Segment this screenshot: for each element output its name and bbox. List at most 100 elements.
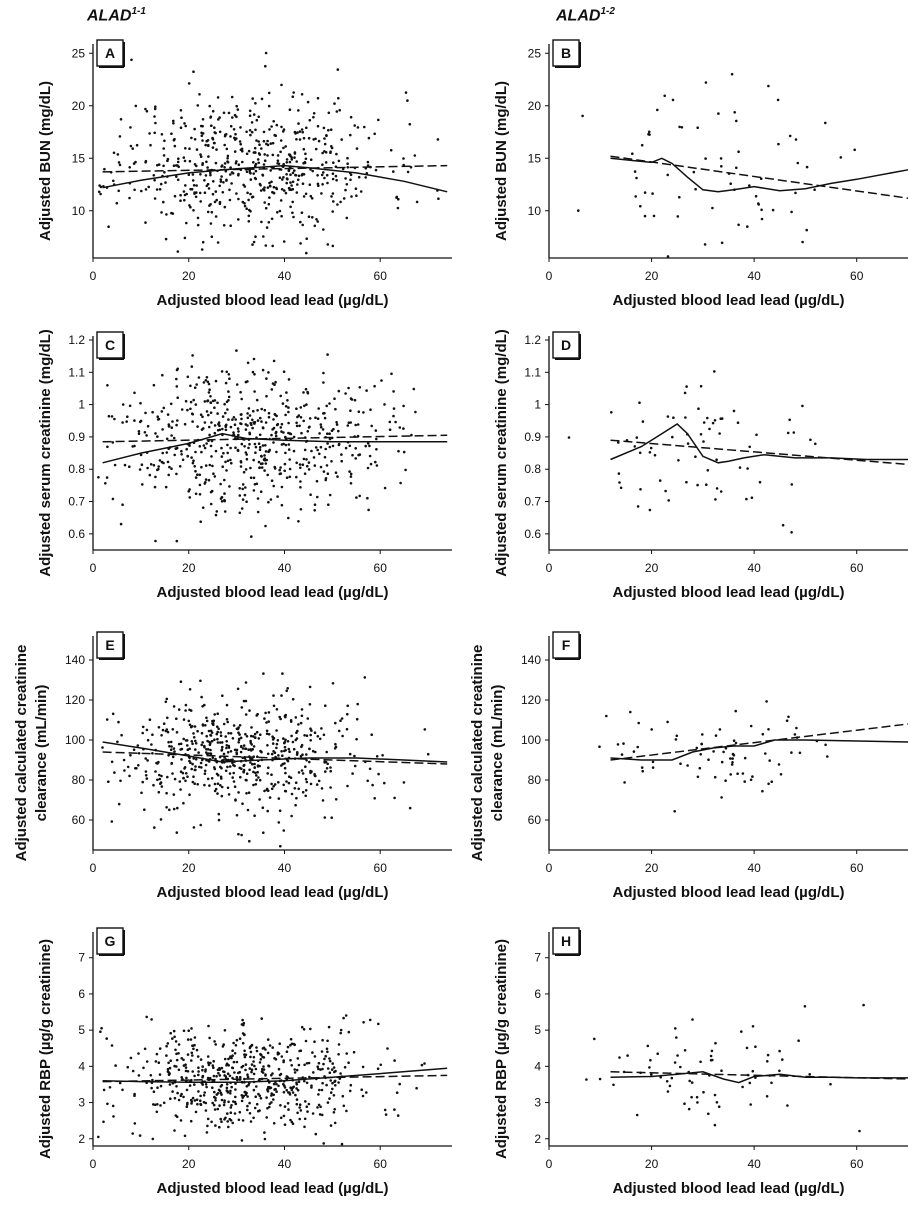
scatter-point — [226, 459, 230, 463]
scatter-point — [161, 728, 165, 732]
scatter-point — [384, 1113, 388, 1116]
scatter-point — [153, 178, 156, 182]
scatter-point — [242, 699, 246, 703]
scatter-point — [268, 448, 272, 452]
scatter-point — [249, 741, 253, 745]
scatter-point — [276, 159, 280, 162]
scatter-point — [167, 473, 170, 477]
scatter-point — [297, 723, 300, 726]
scatter-point — [317, 779, 321, 783]
y-tick-label: 20 — [72, 99, 86, 113]
scatter-point — [266, 154, 269, 157]
scatter-point — [215, 1075, 218, 1078]
scatter-point — [244, 380, 248, 384]
scatter-point — [229, 224, 232, 227]
scatter-point — [299, 242, 302, 245]
scatter-point — [184, 1066, 188, 1069]
scatter-point — [285, 1050, 289, 1053]
scatter-point — [196, 104, 200, 107]
scatter-point — [205, 376, 209, 379]
scatter-point — [235, 748, 239, 752]
scatter-point — [97, 1135, 100, 1139]
scatter-point — [249, 192, 252, 196]
scatter-point — [371, 783, 374, 787]
scatter-point — [262, 1046, 266, 1050]
scatter-point — [294, 716, 298, 719]
scatter-point — [276, 211, 279, 214]
scatter-point — [278, 209, 282, 213]
scatter-point — [286, 399, 289, 402]
scatter-point — [361, 1094, 365, 1098]
scatter-point — [764, 752, 767, 755]
scatter-point — [204, 1109, 208, 1112]
scatter-point — [335, 421, 338, 424]
scatter-point — [203, 400, 207, 403]
scatter-point — [225, 703, 229, 707]
scatter-point — [217, 818, 221, 822]
scatter-point — [324, 447, 328, 451]
scatter-point — [267, 371, 270, 374]
scatter-point — [663, 94, 666, 98]
scatter-point — [192, 736, 196, 739]
scatter-point — [146, 424, 150, 428]
scatter-point — [241, 1018, 244, 1022]
scatter-point — [213, 1040, 216, 1043]
x-tick-label: 40 — [278, 269, 292, 283]
scatter-point — [713, 370, 716, 373]
scatter-point — [243, 445, 246, 448]
scatter-point — [144, 411, 147, 415]
scatter-point — [306, 1110, 309, 1113]
scatter-point — [766, 1060, 769, 1063]
scatter-point — [240, 706, 244, 709]
scatter-point — [234, 418, 237, 421]
scatter-point — [307, 468, 311, 471]
scatter-point — [303, 1117, 307, 1121]
scatter-point — [346, 784, 349, 788]
scatter-point — [195, 184, 198, 187]
scatter-point — [629, 710, 632, 714]
scatter-point — [706, 469, 710, 472]
scatter-point — [353, 124, 357, 127]
scatter-point — [318, 1113, 322, 1116]
scatter-point — [232, 431, 235, 434]
scatter-point — [754, 1045, 757, 1048]
scatter-point — [731, 761, 734, 764]
scatter-point — [188, 444, 191, 447]
scatter-point — [248, 839, 251, 843]
scatter-point — [712, 750, 715, 753]
scatter-point — [275, 1090, 278, 1093]
scatter-point — [790, 531, 793, 534]
scatter-point — [313, 509, 317, 512]
scatter-point — [358, 494, 362, 498]
scatter-point — [383, 1108, 387, 1112]
scatter-point — [279, 426, 283, 429]
scatter-point — [156, 1103, 159, 1106]
scatter-point — [290, 792, 294, 796]
scatter-point — [290, 734, 293, 738]
scatter-point — [276, 422, 280, 426]
scatter-point — [250, 121, 254, 124]
scatter-point — [117, 802, 121, 806]
scatter-point — [188, 708, 191, 712]
scatter-point — [287, 1108, 290, 1111]
scatter-point — [236, 427, 240, 430]
scatter-point — [170, 745, 173, 748]
scatter-point — [619, 486, 623, 490]
scatter-point — [267, 411, 271, 415]
scatter-point — [265, 1116, 269, 1119]
scatter-point — [270, 479, 274, 482]
scatter-point — [173, 1096, 177, 1100]
scatter-point — [203, 179, 206, 182]
scatter-point — [144, 161, 147, 164]
scatter-point — [368, 444, 371, 448]
scatter-point — [190, 1027, 193, 1030]
scatter-point — [183, 198, 186, 202]
scatter-point — [699, 753, 702, 756]
scatter-point — [337, 159, 341, 163]
scatter-point — [209, 173, 212, 177]
scatter-point — [176, 250, 180, 253]
scatter-point — [230, 461, 233, 465]
scatter-point — [243, 756, 246, 759]
scatter-point — [205, 716, 208, 720]
scatter-point — [233, 150, 237, 153]
